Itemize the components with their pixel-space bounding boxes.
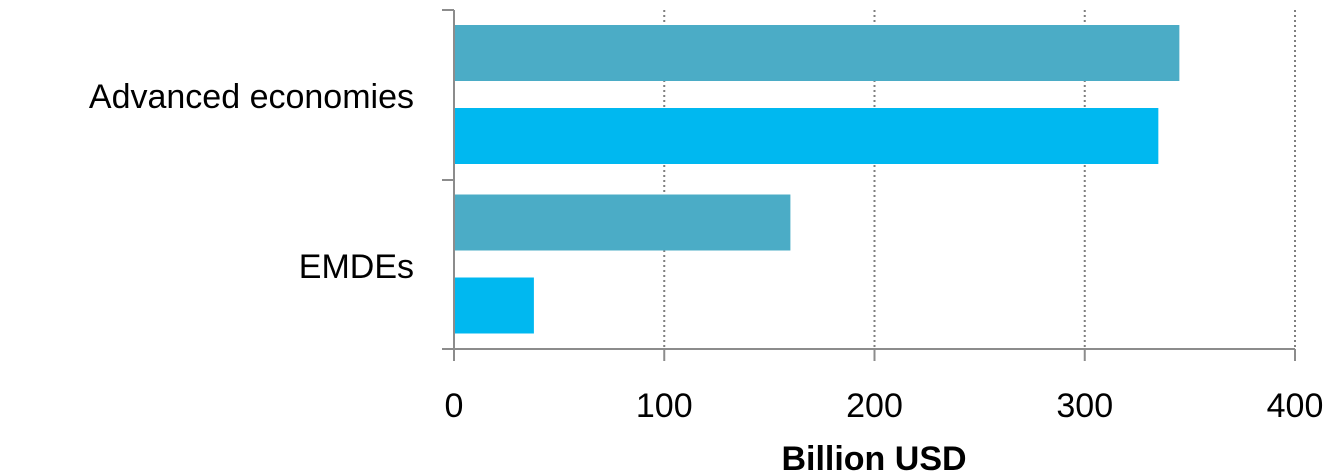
bar-advanced-economies-series-1	[454, 25, 1180, 81]
bar-emdes-series-2	[454, 277, 534, 334]
bar-advanced-economies-series-2	[454, 108, 1159, 164]
bars	[454, 25, 1180, 334]
x-tick-label-0: 0	[445, 387, 464, 425]
x-tick-label-300: 300	[1056, 387, 1113, 425]
x-axis-title: Billion USD	[781, 440, 966, 474]
x-tick-label-400: 400	[1267, 387, 1324, 425]
category-label-advanced-economies: Advanced economies	[89, 78, 414, 116]
category-label-emdes: EMDEs	[299, 248, 414, 286]
x-ticks: 0 100 200 300 400	[445, 349, 1324, 425]
x-tick-label-200: 200	[846, 387, 903, 425]
x-tick-label-100: 100	[636, 387, 693, 425]
bar-emdes-series-1	[454, 194, 791, 251]
